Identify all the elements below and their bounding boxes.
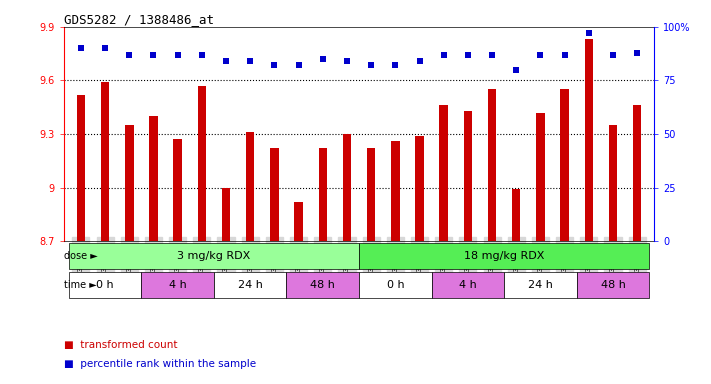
Bar xyxy=(246,132,255,241)
Text: time ►: time ► xyxy=(64,280,97,290)
Point xyxy=(462,52,474,58)
Point xyxy=(510,67,522,73)
Bar xyxy=(415,136,424,241)
Bar xyxy=(198,86,206,241)
Point xyxy=(631,50,643,56)
Bar xyxy=(391,141,400,241)
Point xyxy=(172,52,183,58)
Bar xyxy=(359,272,432,298)
Bar xyxy=(149,116,158,241)
Text: 4 h: 4 h xyxy=(169,280,186,290)
Point xyxy=(124,52,135,58)
Text: 0 h: 0 h xyxy=(387,280,404,290)
Bar xyxy=(69,243,359,269)
Bar xyxy=(488,89,496,241)
Point xyxy=(341,58,353,64)
Bar xyxy=(359,243,649,269)
Point xyxy=(607,52,619,58)
Bar xyxy=(560,89,569,241)
Point xyxy=(317,56,328,62)
Bar xyxy=(584,40,593,241)
Point xyxy=(148,52,159,58)
Text: 3 mg/kg RDX: 3 mg/kg RDX xyxy=(177,251,250,261)
Bar xyxy=(343,134,351,241)
Point xyxy=(583,30,594,36)
Text: 24 h: 24 h xyxy=(237,280,262,290)
Text: GDS5282 / 1388486_at: GDS5282 / 1388486_at xyxy=(64,13,214,26)
Text: ■  transformed count: ■ transformed count xyxy=(64,340,178,350)
Bar xyxy=(294,202,303,241)
Point xyxy=(100,45,111,51)
Bar xyxy=(173,139,182,241)
Bar xyxy=(504,272,577,298)
Bar xyxy=(214,272,287,298)
Bar xyxy=(287,272,359,298)
Point xyxy=(75,45,87,51)
Bar xyxy=(222,187,230,241)
Bar xyxy=(439,106,448,241)
Text: ■  percentile rank within the sample: ■ percentile rank within the sample xyxy=(64,359,256,369)
Point xyxy=(293,62,304,68)
Bar xyxy=(101,82,109,241)
Point xyxy=(269,62,280,68)
Bar xyxy=(141,272,214,298)
Bar xyxy=(125,125,134,241)
Point xyxy=(414,58,425,64)
Point xyxy=(245,58,256,64)
Bar xyxy=(577,272,649,298)
Bar xyxy=(536,113,545,241)
Bar xyxy=(270,148,279,241)
Point xyxy=(365,62,377,68)
Point xyxy=(390,62,401,68)
Point xyxy=(535,52,546,58)
Text: 24 h: 24 h xyxy=(528,280,553,290)
Bar xyxy=(367,148,375,241)
Text: 0 h: 0 h xyxy=(96,280,114,290)
Point xyxy=(196,52,208,58)
Bar xyxy=(69,272,141,298)
Point xyxy=(559,52,570,58)
Point xyxy=(220,58,232,64)
Bar xyxy=(512,189,520,241)
Text: 48 h: 48 h xyxy=(310,280,335,290)
Bar xyxy=(432,272,504,298)
Text: 4 h: 4 h xyxy=(459,280,477,290)
Bar xyxy=(464,111,472,241)
Bar xyxy=(319,148,327,241)
Point xyxy=(438,52,449,58)
Text: dose ►: dose ► xyxy=(64,251,98,261)
Text: 48 h: 48 h xyxy=(601,280,626,290)
Point xyxy=(486,52,498,58)
Bar xyxy=(77,95,85,241)
Text: 18 mg/kg RDX: 18 mg/kg RDX xyxy=(464,251,545,261)
Bar xyxy=(609,125,617,241)
Bar xyxy=(633,106,641,241)
